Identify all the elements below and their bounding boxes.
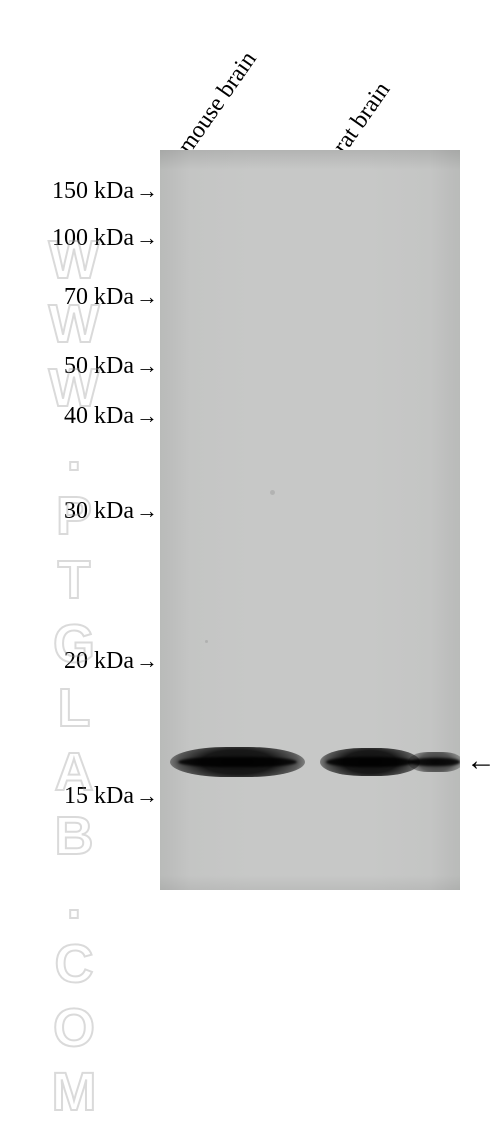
artifact-speck [205,640,208,643]
mw-label-150: 150 kDa→ [52,178,158,205]
mw-text: 70 kDa [64,284,134,310]
mw-text: 15 kDa [64,783,134,809]
mw-label-20: 20 kDa→ [64,648,158,675]
mw-label-70: 70 kDa→ [64,284,158,311]
target-band-arrow-icon: ← [466,744,496,778]
mw-label-100: 100 kDa→ [52,225,158,252]
mw-label-30: 30 kDa→ [64,498,158,525]
arrow-icon: → [136,225,158,250]
mw-label-50: 50 kDa→ [64,353,158,380]
mw-text: 40 kDa [64,403,134,429]
mw-label-40: 40 kDa→ [64,403,158,430]
arrow-icon: → [136,178,158,203]
mw-text: 50 kDa [64,353,134,379]
artifact-speck [270,490,275,495]
arrow-icon: → [136,498,158,523]
mw-text: 100 kDa [52,225,134,251]
mw-label-15: 15 kDa→ [64,783,158,810]
western-blot-membrane [160,150,460,890]
lane-label-2: rat brain [328,77,396,159]
arrow-icon: → [136,403,158,428]
arrow-icon: → [136,783,158,808]
lane-label-1: mouse brain [173,47,263,159]
mw-text: 30 kDa [64,498,134,524]
arrow-icon: → [136,284,158,309]
mw-text: 20 kDa [64,648,134,674]
band-lane2-tail [408,752,460,772]
membrane-background [160,150,460,890]
arrow-icon: → [136,353,158,378]
band-lane1 [170,747,305,777]
arrow-icon: → [136,648,158,673]
band-lane2-main [320,748,420,776]
mw-text: 150 kDa [52,178,134,204]
